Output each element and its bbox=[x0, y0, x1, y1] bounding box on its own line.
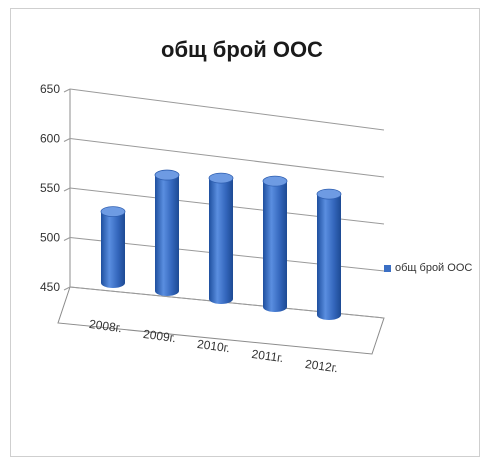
x-tick-label: 2009г. bbox=[142, 327, 177, 345]
x-tick-label: 2010г. bbox=[196, 337, 231, 355]
tick-mark bbox=[63, 88, 71, 93]
bar-cap bbox=[316, 188, 342, 200]
y-tick-label: 650 bbox=[40, 82, 60, 96]
tick-mark bbox=[63, 237, 71, 241]
bar-cylinder bbox=[209, 178, 233, 304]
chart-legend: общ брой ООС bbox=[384, 262, 472, 274]
bar-cap bbox=[100, 206, 126, 218]
x-tick-label: 2008г. bbox=[88, 317, 123, 335]
bar-cylinder bbox=[101, 211, 125, 288]
x-tick-label: 2012г. bbox=[304, 357, 339, 375]
gridline bbox=[69, 88, 385, 131]
chart-title: общ брой ООС bbox=[161, 37, 323, 62]
y-tick-label: 500 bbox=[40, 231, 60, 245]
y-tick-label: 550 bbox=[40, 181, 60, 195]
x-tick-label: 2011г. bbox=[251, 347, 285, 365]
y-tick-label: 600 bbox=[40, 132, 60, 146]
chart-frame bbox=[10, 8, 480, 457]
bar-cap bbox=[262, 175, 288, 187]
y-axis-ticks: 450 500 550 600 650 bbox=[40, 82, 60, 294]
tick-mark bbox=[63, 187, 71, 192]
bar-cylinder bbox=[263, 181, 287, 312]
bar-cylinder bbox=[317, 194, 341, 320]
gridline bbox=[69, 138, 385, 178]
legend-swatch bbox=[384, 264, 391, 272]
bar-cap bbox=[154, 169, 180, 181]
bar-cap bbox=[208, 172, 234, 184]
tick-mark bbox=[63, 138, 71, 142]
tick-mark bbox=[63, 286, 71, 291]
x-axis-labels: 2008г. 2009г. 2010г. 2011г. 2012г. bbox=[88, 317, 339, 375]
legend-label: общ брой ООС bbox=[395, 262, 473, 274]
chart-bars bbox=[100, 169, 342, 320]
y-tick-label: 450 bbox=[40, 280, 60, 294]
bar-cylinder bbox=[155, 175, 179, 296]
